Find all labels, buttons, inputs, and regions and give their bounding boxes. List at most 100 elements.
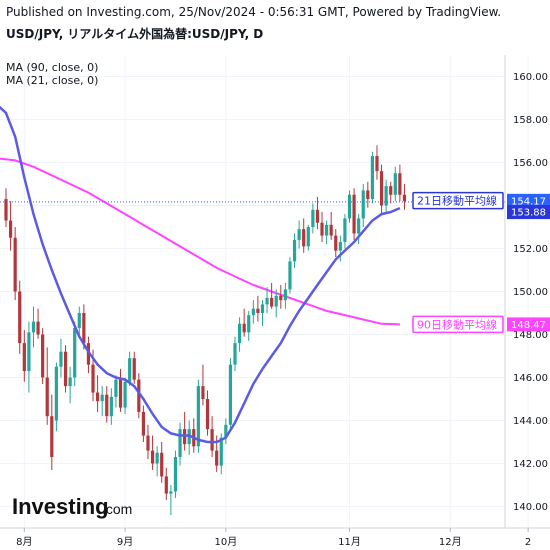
candle — [375, 145, 379, 180]
candle — [283, 282, 287, 309]
candle — [31, 306, 36, 348]
ma90-path — [0, 157, 400, 326]
candle — [270, 282, 274, 309]
candle — [132, 351, 136, 384]
candle-body — [219, 437, 223, 466]
candle-body — [4, 199, 8, 221]
candle — [325, 220, 329, 245]
candle — [292, 233, 297, 268]
symbol-title: USD/JPY, リアルタイム外国為替:USD/JPY, D — [6, 26, 263, 41]
candle — [63, 345, 68, 393]
candle-body — [68, 377, 72, 387]
y-tick-label: 152.00 — [513, 244, 548, 255]
candle — [242, 308, 246, 337]
candle — [128, 351, 132, 387]
candle — [96, 375, 100, 412]
y-tick-label: 150.00 — [513, 287, 548, 298]
y-tick-label: 146.00 — [513, 373, 548, 384]
candle-body — [343, 218, 347, 243]
candle-body — [242, 323, 246, 333]
candle — [233, 336, 237, 372]
candle-body — [45, 377, 49, 417]
candle-body — [128, 358, 132, 382]
candle-body — [41, 334, 45, 378]
price-tag-ma21: 153.88 — [507, 205, 550, 220]
y-tick-label: 156.00 — [513, 158, 548, 169]
candle — [260, 300, 265, 326]
candle-body — [178, 429, 182, 458]
y-tick-label: 158.00 — [513, 115, 548, 126]
candle — [361, 184, 365, 227]
candle-body — [150, 450, 155, 464]
x-tick-label: 10月 — [214, 536, 237, 548]
candle-body — [77, 313, 81, 329]
candle — [4, 188, 8, 227]
ma21-line — [0, 105, 401, 444]
candle — [123, 377, 127, 415]
price-tag-ma90: 148.47 — [507, 317, 550, 332]
legend-ma90: MA (90, close, 0) — [6, 61, 98, 74]
candle-body — [22, 343, 26, 372]
price-tag-label: 148.47 — [511, 320, 546, 331]
annotations: 21日移動平均線 90日移動平均線 — [412, 191, 504, 334]
candle — [379, 164, 384, 215]
y-tick-label: 144.00 — [513, 416, 548, 427]
candle — [398, 164, 402, 202]
candle-body — [82, 313, 86, 344]
candle-body — [398, 173, 402, 195]
candle-body — [270, 297, 274, 307]
candle-body — [357, 218, 361, 234]
candle — [137, 373, 141, 419]
candle-body — [338, 242, 342, 251]
candle — [118, 368, 123, 412]
candle-body — [118, 379, 123, 408]
grid — [0, 55, 529, 528]
x-tick-label: 11月 — [338, 536, 361, 548]
candle-body — [114, 379, 118, 397]
candle — [288, 257, 292, 294]
candle-body — [325, 224, 329, 236]
candle-body — [36, 321, 40, 335]
investing-logo: Investing .com — [12, 494, 132, 519]
candle — [201, 364, 205, 406]
candle-body — [260, 304, 265, 313]
candle — [45, 347, 49, 425]
candle — [41, 328, 45, 384]
candle — [311, 203, 315, 234]
candle — [210, 416, 214, 458]
annotation-text: 90日移動平均線 — [417, 317, 497, 331]
candle — [352, 188, 356, 240]
x-tick-label: 9月 — [117, 536, 133, 548]
candle — [274, 289, 278, 318]
candle — [105, 386, 109, 423]
price-tag-label: 153.88 — [511, 208, 546, 219]
candle-body — [224, 424, 228, 438]
candle-body — [297, 229, 301, 240]
annotation-ma90: 90日移動平均線 — [412, 315, 504, 334]
price-tag-bg — [507, 193, 550, 208]
candle — [141, 405, 145, 442]
candle-body — [132, 358, 136, 380]
candle — [384, 179, 388, 212]
candle — [251, 300, 255, 324]
candle-body — [137, 379, 141, 412]
candle-body — [274, 295, 278, 307]
candle-body — [196, 386, 200, 447]
candle — [196, 379, 200, 453]
annotation-text: 21日移動平均線 — [417, 194, 497, 208]
candle-body — [160, 452, 164, 477]
candle-body — [8, 220, 13, 238]
legend-ma21: MA (21, close, 0) — [6, 74, 98, 87]
candle-body — [201, 386, 205, 399]
candle — [370, 151, 374, 204]
candle-body — [105, 394, 109, 417]
candle — [169, 485, 173, 516]
candle — [320, 211, 324, 243]
candle — [256, 295, 260, 322]
x-tick-label: 12月 — [439, 536, 462, 548]
candle-body — [389, 186, 393, 195]
candle — [36, 308, 40, 339]
